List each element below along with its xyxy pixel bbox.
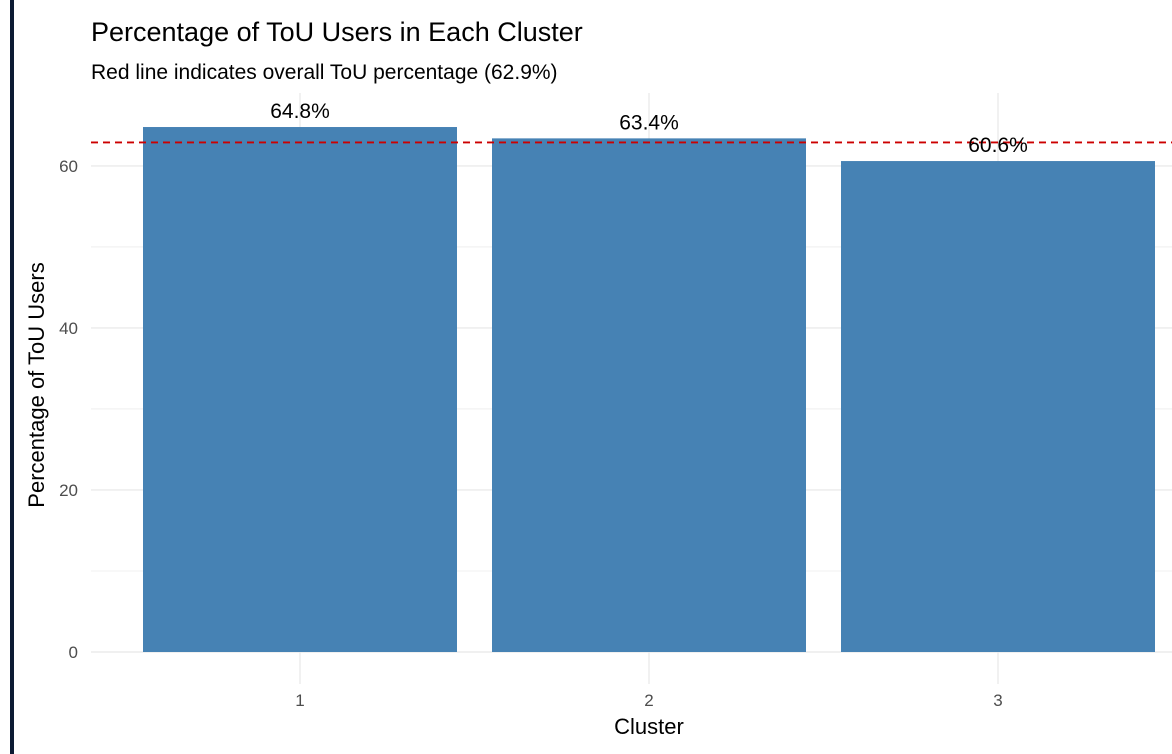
left-border	[10, 0, 14, 754]
y-axis-title: Percentage of ToU Users	[24, 262, 49, 507]
data-label: 64.8%	[270, 100, 330, 123]
y-tick-label: 20	[59, 481, 78, 500]
chart-title: Percentage of ToU Users in Each Cluster	[91, 17, 583, 47]
data-labels: 64.8% 63.4% 60.6%	[270, 100, 1028, 157]
data-label: 60.6%	[968, 134, 1028, 157]
y-tick-label: 60	[59, 157, 78, 176]
data-label: 63.4%	[619, 111, 679, 134]
bar-2	[492, 138, 806, 653]
y-axis-ticks: 0 20 40 60	[59, 157, 78, 662]
x-tick-label: 2	[644, 691, 653, 710]
y-tick-label: 40	[59, 319, 78, 338]
bar-1	[143, 127, 457, 653]
x-axis-ticks: 1 2 3	[295, 691, 1002, 710]
y-tick-label: 0	[69, 643, 78, 662]
chart-subtitle: Red line indicates overall ToU percentag…	[91, 61, 558, 84]
bar-3	[841, 161, 1155, 652]
x-tick-label: 1	[295, 691, 304, 710]
bars	[143, 127, 1155, 653]
x-tick-label: 3	[993, 691, 1002, 710]
x-axis-title: Cluster	[614, 714, 684, 739]
